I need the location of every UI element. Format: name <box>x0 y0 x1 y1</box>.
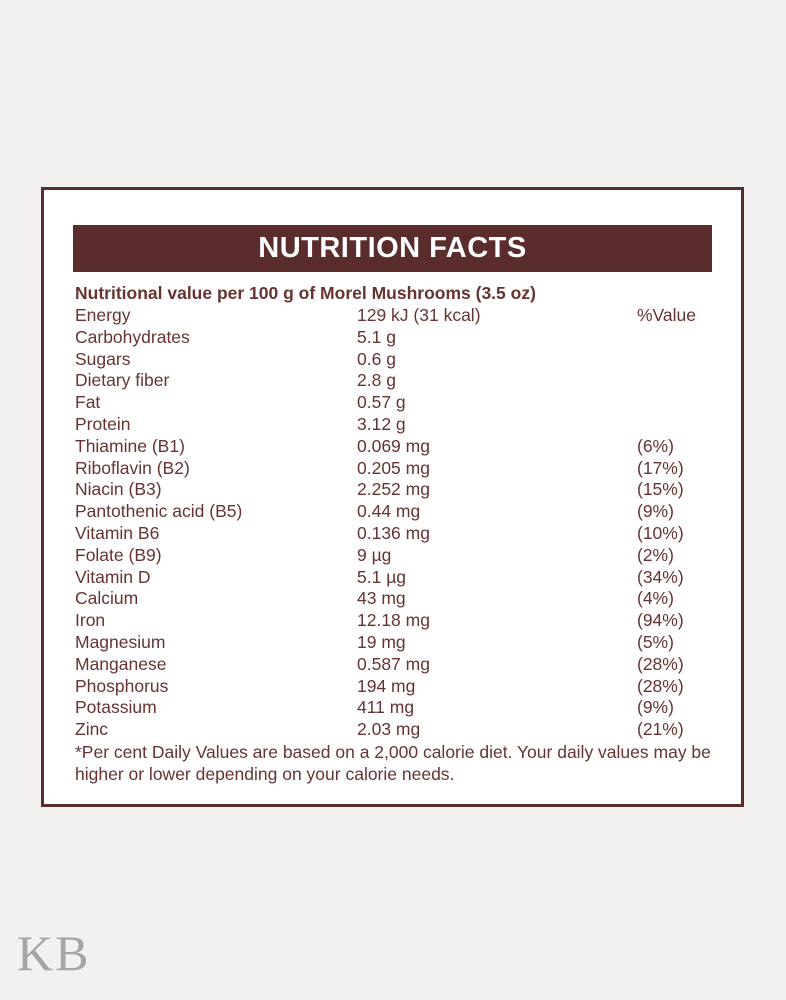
nutrient-percent: (34%) <box>637 566 684 587</box>
nutrient-value: 5.1 µg <box>357 566 407 587</box>
nutrient-percent: (21%) <box>637 719 684 740</box>
table-row: Potassium 411 mg (9%) <box>75 697 725 719</box>
table-row: Magnesium 19 mg (5%) <box>75 632 725 654</box>
table-row: Protein 3.12 g <box>75 414 725 436</box>
nutrient-name: Vitamin B6 <box>75 522 160 543</box>
nutrient-name: Energy <box>75 305 131 325</box>
nutrient-value: 194 mg <box>357 675 416 696</box>
nutrient-name: Sugars <box>75 348 131 369</box>
nutrient-name: Magnesium <box>75 631 166 652</box>
table-row: Fat 0.57 g <box>75 392 725 414</box>
nutrient-value: 43 mg <box>357 588 406 609</box>
nutrient-value: 3.12 g <box>357 413 406 434</box>
table-row: Riboflavin (B2) 0.205 mg (17%) <box>75 458 725 480</box>
table-row: Manganese 0.587 mg (28%) <box>75 654 725 676</box>
nutrient-percent: (6%) <box>637 435 674 456</box>
nutrient-value: 2.03 mg <box>357 719 421 740</box>
nutrient-value: 0.069 mg <box>357 435 430 456</box>
table-row: Thiamine (B1) 0.069 mg (6%) <box>75 436 725 458</box>
nutrient-name: Calcium <box>75 588 139 609</box>
table-row: Dietary fiber 2.8 g <box>75 370 725 392</box>
nutrient-name: Niacin (B3) <box>75 479 162 500</box>
nutrition-label-card: NUTRITION FACTS Nutritional value per 10… <box>41 187 744 807</box>
nutrient-value: 2.8 g <box>357 370 396 391</box>
table-row: Iron 12.18 mg (94%) <box>75 610 725 632</box>
nutrient-value: 129 kJ (31 kcal) <box>357 305 481 325</box>
table-row: Carbohydrates 5.1 g <box>75 327 725 349</box>
nutrient-percent: (9%) <box>637 501 674 522</box>
nutrient-percent: (9%) <box>637 697 674 718</box>
nutrient-name: Manganese <box>75 653 167 674</box>
nutrient-percent: (2%) <box>637 544 674 565</box>
daily-value-footnote: *Per cent Daily Values are based on a 2,… <box>75 742 711 784</box>
table-row: Zinc 2.03 mg (21%) <box>75 719 725 741</box>
nutrient-name: Iron <box>75 610 106 631</box>
nutrient-percent: (5%) <box>637 631 674 652</box>
nutrient-value: 2.252 mg <box>357 479 430 500</box>
kb-watermark: KB <box>17 925 91 981</box>
table-row: Sugars 0.6 g <box>75 349 725 371</box>
table-row: Energy 129 kJ (31 kcal) %Value <box>75 305 725 327</box>
table-row: Vitamin D 5.1 µg (34%) <box>75 567 725 589</box>
nutrient-percent: (10%) <box>637 522 684 543</box>
nutrient-name: Folate (B9) <box>75 544 162 565</box>
nutrient-name: Protein <box>75 413 131 434</box>
nutrient-name: Zinc <box>75 719 109 740</box>
nutrient-value: 0.136 mg <box>357 522 430 543</box>
nutrient-percent <box>637 414 725 436</box>
nutrient-value: 0.6 g <box>357 348 396 369</box>
nutrient-value: 9 µg <box>357 544 392 565</box>
nutrient-value: 0.205 mg <box>357 457 430 478</box>
nutrient-percent <box>637 392 725 414</box>
table-row: Calcium 43 mg (4%) <box>75 588 725 610</box>
nutrient-value: 0.587 mg <box>357 653 430 674</box>
nutrient-name: Phosphorus <box>75 675 169 696</box>
percent-column-header: %Value <box>637 305 697 325</box>
nutrient-name: Fat <box>75 392 101 413</box>
nutrient-value: 19 mg <box>357 631 406 652</box>
nutrient-name: Pantothenic acid (B5) <box>75 501 243 522</box>
nutrient-value: 0.44 mg <box>357 501 421 522</box>
table-row: Phosphorus 194 mg (28%) <box>75 676 725 698</box>
table-row: Vitamin B6 0.136 mg (10%) <box>75 523 725 545</box>
nutrient-table: Energy 129 kJ (31 kcal) %Value Carbohydrate… <box>75 305 725 741</box>
nutrient-value: 12.18 mg <box>357 610 430 631</box>
table-row: Niacin (B3) 2.252 mg (15%) <box>75 479 725 501</box>
nutrient-name: Thiamine (B1) <box>75 435 185 456</box>
nutrient-name: Carbohydrates <box>75 326 190 347</box>
table-row: Folate (B9) 9 µg (2%) <box>75 545 725 567</box>
nutrient-percent: (28%) <box>637 653 684 674</box>
nutrient-percent: (15%) <box>637 479 684 500</box>
nutrient-name: Vitamin D <box>75 566 151 587</box>
nutrient-percent <box>637 370 725 392</box>
nutrition-facts-title: NUTRITION FACTS <box>258 232 527 264</box>
nutrient-value: 0.57 g <box>357 392 406 413</box>
nutrient-percent: (17%) <box>637 457 684 478</box>
nutrient-percent <box>637 327 725 349</box>
nutrient-percent: (94%) <box>637 610 684 631</box>
table-row: Pantothenic acid (B5) 0.44 mg (9%) <box>75 501 725 523</box>
nutrient-percent <box>637 349 725 371</box>
nutrition-facts-header-bar: NUTRITION FACTS <box>73 225 712 272</box>
nutrient-name: Dietary fiber <box>75 370 170 391</box>
nutrient-name: Riboflavin (B2) <box>75 457 190 478</box>
nutrient-percent: (4%) <box>637 588 674 609</box>
nutrient-value: 5.1 g <box>357 326 396 347</box>
serving-subtitle: Nutritional value per 100 g of Morel Mus… <box>75 283 536 303</box>
nutrient-percent: (28%) <box>637 675 684 696</box>
nutrient-name: Potassium <box>75 697 157 718</box>
nutrient-value: 411 mg <box>357 697 415 718</box>
